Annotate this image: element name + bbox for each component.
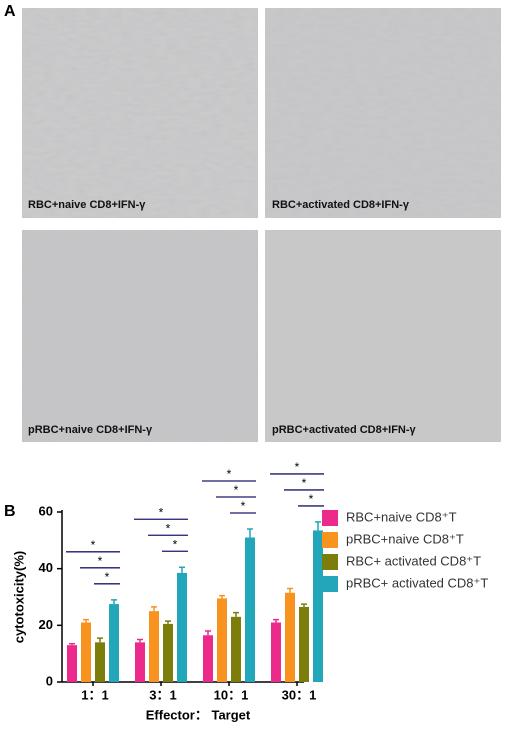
y-axis-label: cytotoxicity(%) xyxy=(11,551,26,643)
y-tick-label: 60 xyxy=(39,503,53,518)
y-tick-label: 40 xyxy=(39,560,53,575)
image xyxy=(22,230,258,442)
x-tick-label: 10：1 xyxy=(214,687,249,702)
significance-label: * xyxy=(295,460,300,474)
image xyxy=(22,8,258,218)
error-bar xyxy=(97,637,103,643)
legend-swatch xyxy=(322,554,338,570)
significance-label: * xyxy=(166,521,171,535)
y-tick-label: 0 xyxy=(46,673,53,688)
micrograph: pRBC+activated CD8+IFN-γ xyxy=(265,230,501,442)
error-bar xyxy=(273,618,279,623)
image-caption: RBC+activated CD8+IFN-γ xyxy=(272,199,410,211)
error-bar xyxy=(137,638,143,643)
error-bar xyxy=(179,566,185,573)
image-caption: RBC+naive CD8+IFN-γ xyxy=(28,199,146,211)
significance-label: * xyxy=(309,492,314,506)
legend-label: RBC+ activated CD8⁺T xyxy=(346,553,481,568)
image xyxy=(265,230,501,442)
error-bar xyxy=(205,630,211,636)
bar xyxy=(285,592,295,682)
error-bar xyxy=(219,594,225,599)
micrograph: RBC+naive CD8+IFN-γ xyxy=(22,8,258,218)
bar xyxy=(245,537,255,682)
legend-swatch xyxy=(322,510,338,526)
x-tick-label: 1：1 xyxy=(81,687,108,702)
bar xyxy=(217,598,227,682)
bar xyxy=(67,645,77,682)
bar xyxy=(95,642,105,682)
legend-label: pRBC+ activated CD8⁺T xyxy=(346,575,488,590)
significance-label: * xyxy=(302,476,307,490)
significance-label: * xyxy=(241,499,246,513)
error-bar xyxy=(315,521,321,531)
micrograph: RBC+activated CD8+IFN-γ xyxy=(265,8,501,218)
bar xyxy=(81,622,91,682)
significance-label: * xyxy=(159,505,164,519)
significance-label: * xyxy=(105,570,110,584)
micrograph: pRBC+naive CD8+IFN-γ xyxy=(22,230,258,442)
bar xyxy=(149,611,159,682)
error-bar xyxy=(247,528,253,538)
bar xyxy=(203,635,213,682)
bar xyxy=(109,604,119,682)
bar xyxy=(177,572,187,682)
significance-label: * xyxy=(227,467,232,481)
significance-label: * xyxy=(173,537,178,551)
legend-label: RBC+naive CD8⁺T xyxy=(346,509,457,524)
panel-label: B xyxy=(4,503,16,520)
error-bar xyxy=(111,599,117,605)
x-tick-label: 3：1 xyxy=(149,687,176,702)
image-caption: pRBC+naive CD8+IFN-γ xyxy=(28,424,153,436)
bar xyxy=(299,606,309,682)
y-tick-label: 20 xyxy=(39,617,53,632)
error-bar xyxy=(233,611,239,617)
image-caption: pRBC+activated CD8+IFN-γ xyxy=(272,424,417,436)
error-bar xyxy=(301,603,307,607)
legend-swatch xyxy=(322,576,338,592)
bar xyxy=(135,642,145,682)
legend-swatch xyxy=(322,532,338,548)
bar xyxy=(271,622,281,682)
error-bar xyxy=(69,643,75,646)
image xyxy=(265,8,501,218)
panel-label: A xyxy=(4,3,16,20)
significance-label: * xyxy=(91,538,96,552)
error-bar xyxy=(165,620,171,624)
bar xyxy=(231,616,241,682)
significance-label: * xyxy=(234,483,239,497)
bar xyxy=(163,623,173,682)
error-bar xyxy=(83,618,89,623)
x-tick-label: 30：1 xyxy=(282,687,317,702)
bar xyxy=(313,530,323,682)
error-bar xyxy=(287,587,293,593)
significance-label: * xyxy=(98,554,103,568)
error-bar xyxy=(151,606,157,612)
legend-label: pRBC+naive CD8⁺T xyxy=(346,531,464,546)
bar-chart: 0 20 40 60 cytotoxicity(%) Effector： Target 1：… xyxy=(11,460,488,722)
x-axis-label: Effector： Target xyxy=(146,707,251,722)
